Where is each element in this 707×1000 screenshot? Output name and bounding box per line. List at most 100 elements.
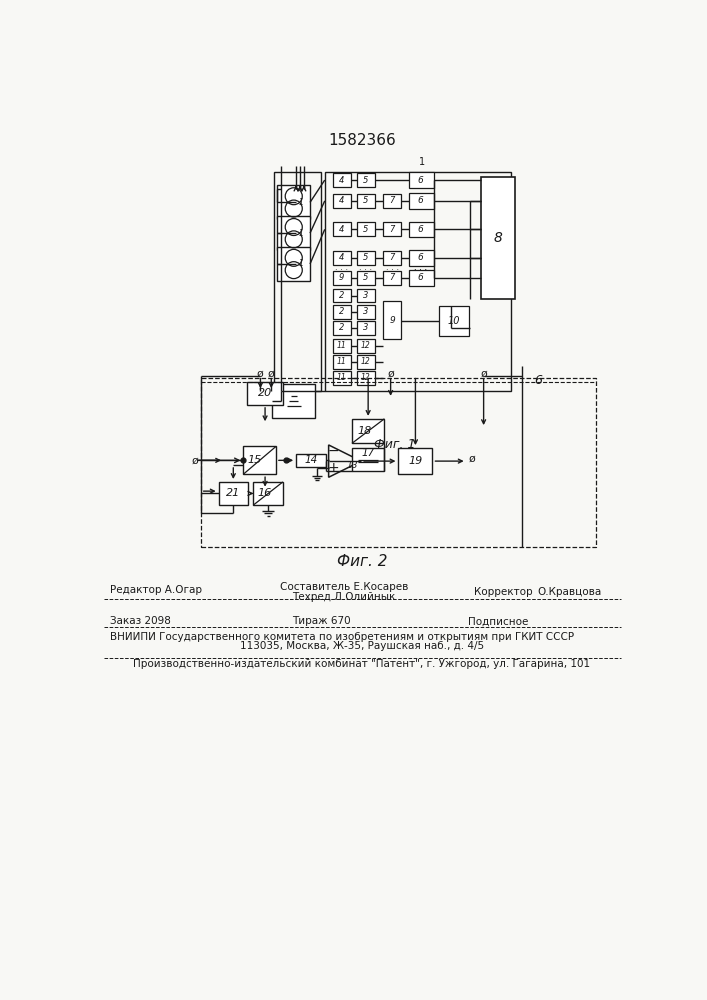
Text: Тираж 670: Тираж 670: [291, 616, 350, 626]
Text: 11: 11: [337, 373, 346, 382]
Text: . . .: . . .: [414, 263, 426, 272]
Bar: [332, 321, 351, 335]
Text: 15: 15: [247, 455, 262, 465]
Text: 21: 21: [226, 488, 240, 498]
Bar: [409, 193, 434, 209]
Text: 12: 12: [361, 373, 370, 382]
Text: ø: ø: [469, 454, 475, 464]
Bar: [332, 289, 351, 302]
Text: ø: ø: [192, 455, 199, 465]
Bar: [332, 173, 351, 187]
Text: 7: 7: [390, 225, 395, 234]
Text: Фиг. 2: Фиг. 2: [337, 554, 387, 569]
Text: Редактор А.Огар: Редактор А.Огар: [110, 585, 202, 595]
Bar: [356, 305, 375, 319]
Bar: [409, 222, 434, 237]
Bar: [201, 378, 596, 547]
Text: 5: 5: [363, 253, 368, 262]
Text: 6: 6: [417, 253, 423, 262]
Text: 5: 5: [363, 225, 368, 234]
Bar: [440, 306, 469, 336]
Text: 1: 1: [299, 198, 304, 207]
Bar: [352, 448, 385, 471]
Text: . . .: . . .: [359, 263, 373, 272]
Text: 5: 5: [363, 176, 368, 185]
Bar: [398, 448, 433, 474]
Text: Фиг. 1: Фиг. 1: [374, 438, 415, 451]
Text: 14: 14: [304, 455, 317, 465]
Text: . . .: . . .: [385, 263, 399, 272]
Text: 4: 4: [339, 253, 344, 262]
Text: −: −: [327, 444, 339, 458]
Bar: [332, 305, 351, 319]
Text: 17: 17: [361, 448, 375, 458]
Text: ВНИИПИ Государственного комитета по изобретениям и открытиям при ГКИТ СССР: ВНИИПИ Государственного комитета по изоб…: [110, 632, 574, 642]
Text: 11: 11: [337, 357, 346, 366]
Text: 2: 2: [339, 291, 344, 300]
Bar: [383, 222, 402, 236]
Bar: [272, 384, 315, 418]
Text: 9: 9: [339, 273, 344, 282]
Text: 6: 6: [417, 176, 423, 185]
Bar: [481, 177, 515, 299]
Text: 6: 6: [417, 273, 423, 282]
Text: ø: ø: [387, 369, 394, 379]
Text: 20: 20: [258, 388, 272, 398]
Text: . . .: . . .: [335, 263, 349, 272]
Text: Техред Л.Олийнык: Техред Л.Олийнык: [293, 592, 396, 602]
Bar: [383, 301, 402, 339]
Text: 6: 6: [417, 196, 423, 205]
Bar: [277, 247, 310, 281]
Bar: [332, 251, 351, 265]
Bar: [356, 355, 375, 369]
Bar: [356, 371, 375, 385]
Bar: [325, 172, 510, 391]
Bar: [383, 251, 402, 265]
Bar: [356, 321, 375, 335]
Bar: [409, 270, 434, 286]
Bar: [332, 222, 351, 236]
Bar: [332, 371, 351, 385]
Text: 4: 4: [339, 196, 344, 205]
Bar: [296, 454, 325, 466]
Text: ø: ø: [257, 369, 264, 379]
Bar: [277, 185, 310, 219]
Text: 3: 3: [363, 291, 368, 300]
Text: 12: 12: [361, 341, 370, 350]
Text: 16: 16: [258, 488, 272, 498]
Text: +: +: [327, 461, 339, 475]
Bar: [383, 271, 402, 285]
Text: 19: 19: [409, 456, 423, 466]
Text: 12: 12: [361, 357, 370, 366]
Text: 1582366: 1582366: [328, 133, 396, 148]
Text: 3: 3: [363, 307, 368, 316]
Text: Производственно-издательский комбинат "Патент", г. Ужгород, ул. Гагарина, 101: Производственно-издательский комбинат "П…: [134, 659, 590, 669]
Bar: [253, 482, 283, 505]
Text: 11: 11: [337, 341, 346, 350]
Text: Составитель Е.Косарев: Составитель Е.Косарев: [280, 582, 409, 592]
Bar: [356, 251, 375, 265]
Text: 10: 10: [448, 316, 460, 326]
Bar: [243, 446, 276, 474]
Bar: [352, 419, 385, 443]
Text: 113035, Москва, Ж-35, Раушская наб., д. 4/5: 113035, Москва, Ж-35, Раушская наб., д. …: [240, 641, 484, 651]
Text: 9: 9: [390, 316, 395, 325]
Text: 5: 5: [363, 196, 368, 205]
Bar: [383, 194, 402, 208]
Bar: [409, 250, 434, 266]
Text: 1: 1: [419, 157, 425, 167]
Bar: [356, 289, 375, 302]
Bar: [218, 482, 248, 505]
Text: 6: 6: [534, 374, 542, 387]
Text: 1: 1: [299, 259, 304, 268]
Text: 13: 13: [346, 461, 358, 470]
Text: 1: 1: [299, 229, 304, 238]
Text: Заказ 2098: Заказ 2098: [110, 616, 171, 626]
Text: 8: 8: [493, 231, 502, 245]
Text: 18: 18: [357, 426, 371, 436]
Text: 4: 4: [339, 225, 344, 234]
Text: Корректор: Корректор: [474, 587, 533, 597]
Bar: [277, 216, 310, 250]
Text: 5: 5: [363, 273, 368, 282]
Text: 7: 7: [390, 273, 395, 282]
